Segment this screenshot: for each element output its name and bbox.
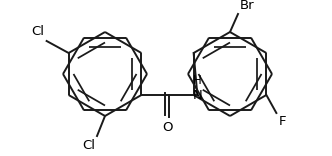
- Text: Cl: Cl: [32, 25, 44, 38]
- Text: Cl: Cl: [82, 139, 95, 152]
- Text: Br: Br: [240, 0, 255, 12]
- Text: F: F: [278, 115, 286, 128]
- Text: N: N: [193, 88, 202, 102]
- Text: O: O: [162, 121, 173, 134]
- Text: H: H: [193, 74, 202, 87]
